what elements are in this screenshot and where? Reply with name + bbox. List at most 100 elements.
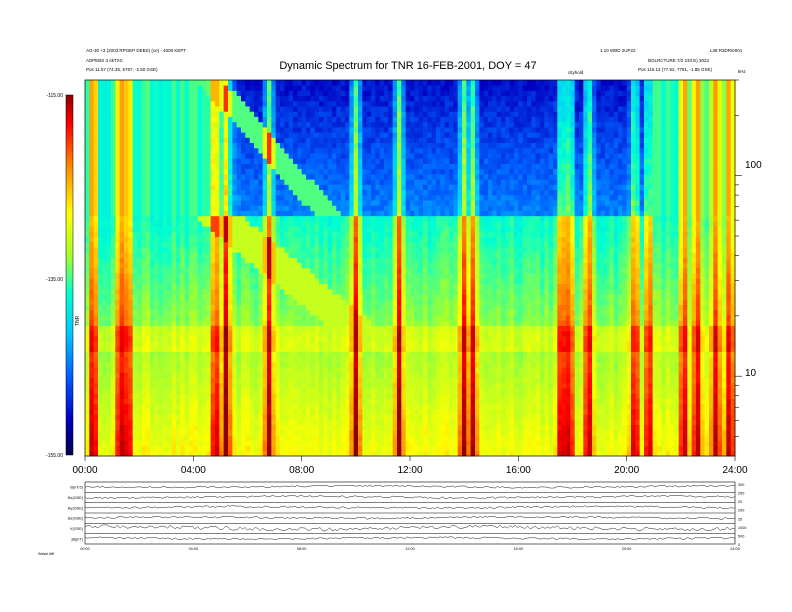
- spectrogram-cell: [323, 419, 329, 426]
- spectrogram-cell: [154, 80, 160, 86]
- spectrogram-cell: [358, 341, 363, 347]
- spectrogram-cell: [236, 252, 242, 258]
- spectrogram-cell: [219, 309, 225, 316]
- spectrogram-cell: [189, 424, 194, 431]
- spectrogram-cell: [111, 247, 116, 253]
- spectrogram-cell: [353, 179, 359, 185]
- spectrogram-cell: [241, 273, 246, 279]
- spectrogram-cell: [314, 356, 320, 363]
- spectrogram-cell: [362, 409, 368, 415]
- spectrogram-cell: [171, 257, 177, 264]
- spectrogram-cell: [115, 320, 121, 326]
- spectrogram-cell: [362, 205, 368, 211]
- spectrogram-cell: [111, 393, 116, 399]
- spectrogram-cell: [236, 367, 242, 373]
- spectrogram-cell: [379, 367, 385, 373]
- spectrogram-cell: [249, 273, 255, 279]
- spectrogram-cell: [167, 304, 173, 311]
- spectrogram-cell: [145, 346, 151, 352]
- spectrogram-cell: [111, 445, 116, 452]
- spectrogram-cell: [314, 241, 320, 248]
- spectrogram-cell: [171, 137, 177, 144]
- spectrogram-cell: [258, 341, 264, 347]
- spectrogram-cell: [210, 309, 216, 316]
- spectrogram-cell: [275, 137, 281, 144]
- spectrogram-cell: [371, 127, 376, 133]
- spectrogram-cell: [223, 398, 229, 405]
- spectrogram-cell: [267, 388, 272, 394]
- spectrogram-cell: [310, 90, 316, 97]
- spectrogram-cell: [219, 450, 225, 457]
- spectrogram-cell: [362, 372, 368, 379]
- spectrogram-cell: [89, 445, 95, 452]
- spectrogram-cell: [258, 315, 264, 321]
- spectrogram-cell: [275, 419, 281, 426]
- spectrogram-cell: [115, 184, 121, 191]
- spectrogram-cell: [158, 377, 164, 384]
- spectrogram-cell: [106, 158, 112, 164]
- spectrogram-cell: [111, 200, 116, 206]
- spectrogram-cell: [306, 205, 311, 211]
- spectrogram-cell: [366, 335, 372, 342]
- spectrogram-cell: [184, 226, 190, 232]
- spectrogram-cell: [228, 80, 233, 86]
- spectrogram-cell: [111, 335, 116, 342]
- spectrogram-cell: [171, 382, 177, 389]
- spectrogram-cell: [323, 320, 329, 326]
- spectrogram-cell: [236, 268, 242, 274]
- spectrogram-cell: [115, 299, 121, 305]
- spectrogram-cell: [124, 440, 129, 446]
- spectrogram-cell: [128, 393, 134, 399]
- spectrogram-cell: [89, 236, 95, 243]
- spectrogram-cell: [306, 236, 311, 243]
- spectrogram-cell: [115, 398, 121, 405]
- spectrogram-cell: [362, 288, 368, 295]
- spectrogram-cell: [293, 372, 298, 379]
- spectrogram-cell: [124, 409, 129, 415]
- spectrogram-cell: [145, 174, 151, 180]
- spectrogram-cell: [314, 226, 320, 232]
- spectrogram-cell: [150, 147, 155, 154]
- spectrogram-cell: [241, 414, 246, 420]
- spectrogram-cell: [336, 377, 342, 384]
- spectrogram-cell: [267, 315, 272, 321]
- spectrogram-cell: [85, 226, 90, 232]
- spectrogram-cell: [180, 294, 186, 300]
- spectrogram-cell: [275, 315, 281, 321]
- spectrogram-cell: [98, 231, 103, 238]
- spectrogram-cell: [154, 121, 160, 128]
- spectrogram-cell: [154, 341, 160, 347]
- spectrogram-cell: [379, 435, 385, 441]
- spectrogram-cell: [119, 372, 125, 379]
- spectrogram-cell: [171, 221, 177, 227]
- spectrogram-cell: [158, 100, 164, 107]
- spectrogram-cell: [349, 268, 355, 274]
- spectrogram-cell: [236, 163, 242, 170]
- spectrogram-cell: [189, 85, 194, 91]
- spectrogram-cell: [189, 247, 194, 253]
- spectrogram-cell: [93, 205, 99, 211]
- spectrogram-cell: [202, 429, 207, 436]
- spectrogram-cell: [176, 189, 181, 196]
- spectrogram-cell: [236, 184, 242, 191]
- spectrogram-cell: [319, 147, 324, 154]
- spectrogram-cell: [163, 221, 168, 227]
- spectrogram-cell: [358, 226, 363, 232]
- spectrogram-cell: [306, 309, 311, 316]
- spectrogram-cell: [280, 309, 285, 316]
- spectrogram-cell: [219, 205, 225, 211]
- spectrogram-cell: [215, 419, 220, 426]
- spectrogram-cell: [150, 330, 155, 337]
- spectrogram-cell: [327, 132, 333, 138]
- spectrogram-cell: [232, 179, 238, 185]
- spectrogram-cell: [137, 236, 142, 243]
- spectrogram-cell: [102, 377, 108, 384]
- spectrogram-cell: [154, 142, 160, 149]
- spectrogram-cell: [379, 429, 385, 436]
- spectrogram-cell: [228, 210, 233, 217]
- spectrogram-cell: [180, 121, 186, 128]
- spectrogram-cell: [336, 137, 342, 144]
- spectrogram-cell: [258, 147, 264, 154]
- spectrogram-cell: [358, 142, 363, 149]
- spectrogram-cell: [128, 288, 134, 295]
